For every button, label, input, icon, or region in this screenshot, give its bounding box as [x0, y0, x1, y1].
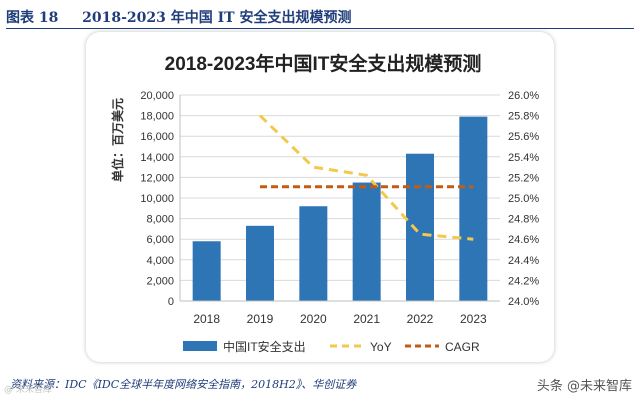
y-tick-label: 6,000: [146, 234, 174, 246]
x-tick-label: 2022: [407, 312, 434, 326]
x-tick-label: 2020: [300, 312, 327, 326]
legend-swatch-bar: [183, 341, 217, 351]
chart-legend: 中国IT安全支出 YoY CAGR: [183, 339, 480, 354]
y-tick-label: 2,000: [146, 275, 174, 287]
figure-header: 图表 18 2018-2023 年中国 IT 安全支出规模预测: [6, 4, 634, 29]
figure-title: 图表 18 2018-2023 年中国 IT 安全支出规模预测: [6, 7, 351, 27]
y-tick-label: 18,000: [140, 111, 174, 123]
y2-tick-label: 25.8%: [508, 111, 539, 123]
legend-label-cagr: CAGR: [445, 340, 480, 354]
source-note: 资料来源：IDC《IDC全球半年度网络安全指南，2018H2》、华创证券: [10, 378, 357, 391]
legend-label-yoy: YoY: [370, 340, 392, 354]
y2-tick-label: 25.0%: [508, 193, 539, 205]
chart-title: 2018-2023年中国IT安全支出规模预测: [165, 52, 482, 75]
bar: [352, 182, 381, 301]
y-tick-label: 20,000: [140, 90, 174, 102]
bar: [299, 206, 328, 301]
y2-tick-label: 26.0%: [508, 90, 539, 102]
y2-tick-label: 25.4%: [508, 152, 539, 164]
bar-series: [192, 116, 488, 301]
y2-tick-label: 24.4%: [508, 255, 539, 267]
bar: [192, 241, 221, 301]
y2-tick-label: 25.2%: [508, 172, 539, 184]
y-tick-label: 14,000: [140, 152, 174, 164]
y-axis-label: 单位：百万美元: [110, 98, 125, 182]
watermark-right: 头条 @未来智库: [534, 375, 634, 394]
y-tick-label: 16,000: [140, 131, 174, 143]
y-tick-label: 12,000: [140, 172, 174, 184]
figure-title-text: 2018-2023 年中国 IT 安全支出规模预测: [82, 10, 352, 26]
x-tick-label: 2023: [460, 312, 487, 326]
bar: [246, 225, 274, 301]
yoy-line: [258, 114, 474, 241]
figure-label: 图表 18: [6, 10, 59, 26]
watermark-left: @ 来来智库: [4, 385, 52, 395]
x-tick-label: 2021: [353, 312, 380, 326]
y2-tick-label: 24.8%: [508, 214, 539, 226]
y2-tick-label: 25.6%: [508, 131, 539, 143]
y-tick-label: 4,000: [146, 255, 174, 267]
legend-label-bar: 中国IT安全支出: [223, 339, 306, 354]
y2-tick-label: 24.2%: [508, 275, 539, 287]
chart-grid: [180, 94, 500, 302]
y-tick-label: 0: [168, 296, 174, 308]
y2-tick-label: 24.6%: [508, 234, 539, 246]
x-tick-label: 2019: [247, 312, 274, 326]
y-tick-label: 10,000: [140, 193, 174, 205]
y2-tick-label: 24.0%: [508, 296, 539, 308]
line-series: [258, 114, 474, 241]
y-tick-label: 8,000: [146, 214, 174, 226]
chart-axes: 0 2,000 4,000 6,000 8,000 10,000 12,000 14,000 1…: [140, 90, 539, 326]
bar: [459, 116, 488, 301]
bar: [406, 153, 434, 301]
x-tick-label: 2018: [193, 312, 220, 326]
